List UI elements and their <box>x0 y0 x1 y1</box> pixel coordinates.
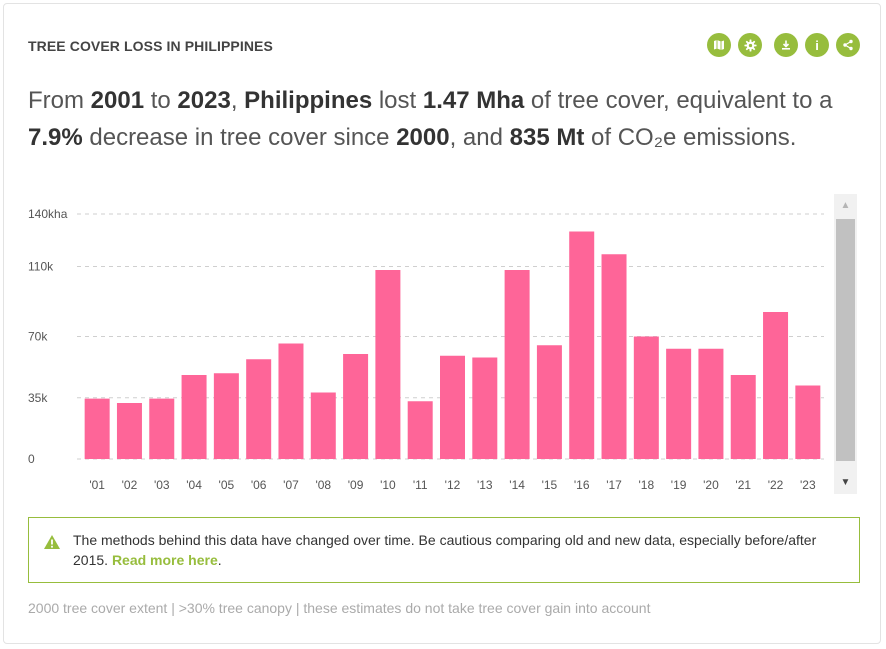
y-tick-label: 140kha <box>28 207 68 221</box>
widget-toolbar: i <box>707 33 867 57</box>
widget-title: TREE COVER LOSS IN PHILIPPINES <box>28 38 273 54</box>
bar[interactable] <box>246 359 272 459</box>
widget-card: TREE COVER LOSS IN PHILIPPINES i From 20… <box>3 3 881 644</box>
x-tick-label: '12 <box>445 478 461 492</box>
bar[interactable] <box>440 355 465 459</box>
x-tick-label: '15 <box>542 478 558 492</box>
scroll-up-arrow-icon[interactable]: ▲ <box>840 200 851 211</box>
summary-sentence: From 2001 to 2023, Philippines lost 1.47… <box>28 87 833 151</box>
bar[interactable] <box>407 401 433 459</box>
download-icon[interactable] <box>774 33 798 57</box>
x-tick-label: '07 <box>283 478 299 492</box>
bar[interactable] <box>569 231 595 460</box>
bar[interactable] <box>730 375 756 459</box>
share-icon[interactable] <box>836 33 860 57</box>
emissions-value: 835 Mt <box>509 124 585 151</box>
loss-value: 1.47 Mha <box>422 87 525 114</box>
x-tick-label: '17 <box>606 478 622 492</box>
bar[interactable] <box>116 403 142 459</box>
y-tick-label: 0 <box>28 452 35 466</box>
bar[interactable] <box>181 375 207 459</box>
x-tick-label: '04 <box>186 478 202 492</box>
scroll-thumb[interactable] <box>836 219 855 461</box>
read-more-link[interactable]: Read more here <box>111 552 218 568</box>
bar[interactable] <box>84 398 110 459</box>
x-tick-label: '06 <box>251 478 267 492</box>
x-tick-label: '05 <box>219 478 235 492</box>
x-tick-label: '11 <box>413 478 428 492</box>
bar[interactable] <box>472 357 498 460</box>
info-icon[interactable]: i <box>805 33 829 57</box>
x-tick-label: '20 <box>703 478 719 492</box>
x-tick-label: '13 <box>477 478 493 492</box>
bar[interactable] <box>763 312 789 459</box>
bar[interactable] <box>278 343 304 460</box>
x-tick-label: '03 <box>154 478 170 492</box>
bar[interactable] <box>149 398 175 459</box>
settings-icon[interactable] <box>738 33 762 57</box>
x-tick-label: '18 <box>639 478 655 492</box>
country-name: Philippines <box>244 87 373 114</box>
bar[interactable] <box>536 345 562 459</box>
x-tick-label: '08 <box>315 478 331 492</box>
notice-text: The methods behind this data have change… <box>73 532 817 568</box>
warning-icon <box>44 535 60 549</box>
x-tick-label: '10 <box>380 478 396 492</box>
y-tick-label: 70k <box>28 330 48 344</box>
y-tick-label: 110k <box>28 260 54 274</box>
map-icon[interactable] <box>707 33 731 57</box>
bar[interactable] <box>666 348 692 459</box>
methods-notice: The methods behind this data have change… <box>28 517 860 583</box>
x-tick-label: '09 <box>348 478 364 492</box>
y-tick-label: 35k <box>28 391 48 405</box>
x-tick-label: '22 <box>768 478 784 492</box>
x-tick-label: '21 <box>735 478 751 492</box>
scroll-down-arrow-icon[interactable]: ▼ <box>840 477 851 488</box>
bar[interactable] <box>310 392 336 460</box>
x-tick-label: '14 <box>509 478 525 492</box>
footnote: 2000 tree cover extent | >30% tree canop… <box>28 600 651 616</box>
bar[interactable] <box>601 254 627 459</box>
bar[interactable] <box>504 270 530 459</box>
start-year: 2001 <box>90 87 145 114</box>
x-tick-label: '02 <box>122 478 138 492</box>
end-year: 2023 <box>177 87 231 114</box>
bar[interactable] <box>375 270 401 459</box>
chart-scrollbar[interactable]: ▲ ▼ <box>834 194 857 494</box>
loss-percent: 7.9% <box>28 124 83 151</box>
bar[interactable] <box>633 336 659 460</box>
x-tick-label: '19 <box>671 478 687 492</box>
bar[interactable] <box>343 354 369 459</box>
bar[interactable] <box>795 385 821 460</box>
x-tick-label: '16 <box>574 478 590 492</box>
base-year: 2000 <box>396 124 450 151</box>
bar[interactable] <box>698 348 724 459</box>
x-tick-label: '01 <box>89 478 105 492</box>
tree-cover-loss-chart: 0 35k 70k 110k 140kha '01 '02 '03 '04 '05 '06 '07 '0… <box>28 207 824 492</box>
x-tick-label: '23 <box>800 478 816 492</box>
bar[interactable] <box>213 373 239 459</box>
